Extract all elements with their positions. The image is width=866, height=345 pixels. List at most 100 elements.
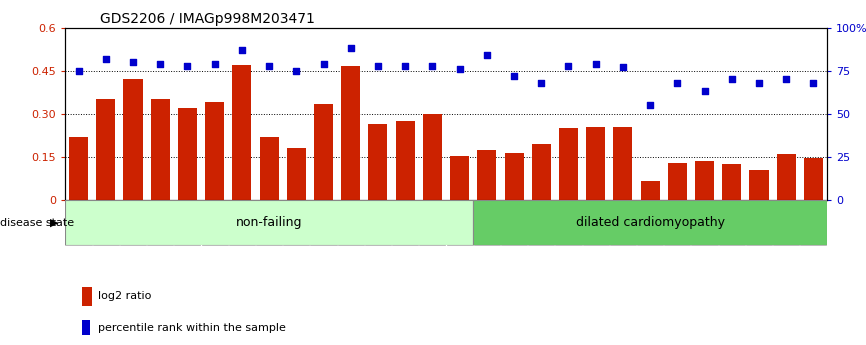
Bar [396,121,415,200]
Point [806,80,820,86]
Bar [613,127,632,200]
Point [779,77,793,82]
Text: GSM82412: GSM82412 [586,201,596,241]
Text: dilated cardiomyopathy: dilated cardiomyopathy [576,216,725,229]
Text: GSM82401: GSM82401 [288,201,296,241]
FancyBboxPatch shape [746,200,772,245]
Point [235,47,249,53]
Point [670,80,684,86]
FancyBboxPatch shape [447,200,473,245]
Point [398,63,412,68]
Bar [260,137,279,200]
FancyBboxPatch shape [555,200,582,245]
Point [616,65,630,70]
FancyBboxPatch shape [719,200,745,245]
FancyBboxPatch shape [256,200,282,245]
FancyBboxPatch shape [202,200,228,245]
FancyBboxPatch shape [310,200,337,245]
FancyBboxPatch shape [392,200,418,245]
FancyBboxPatch shape [473,200,827,245]
FancyBboxPatch shape [501,200,527,245]
Text: GSM82406: GSM82406 [423,201,432,241]
Bar [82,287,92,306]
FancyBboxPatch shape [419,200,445,245]
Text: GSM82416: GSM82416 [695,201,705,241]
Point [371,63,385,68]
Bar [749,170,768,200]
Text: GSM82408: GSM82408 [478,201,487,241]
Bar [96,99,115,200]
Text: non-failing: non-failing [236,216,302,229]
Text: disease state: disease state [0,218,74,227]
Bar [477,150,496,200]
Bar [586,127,605,200]
FancyBboxPatch shape [691,200,718,245]
Bar [668,163,687,200]
Point [643,102,657,108]
Point [507,73,521,79]
Point [425,63,439,68]
Point [180,63,194,68]
Bar [804,158,823,200]
Point [453,66,467,72]
Text: GSM82415: GSM82415 [669,201,677,241]
Bar [178,108,197,200]
Text: GSM82397: GSM82397 [178,201,187,241]
FancyBboxPatch shape [93,200,119,245]
Text: ▶: ▶ [49,218,58,227]
Text: GSM82418: GSM82418 [750,201,759,241]
FancyBboxPatch shape [65,200,473,245]
Bar [559,128,578,200]
FancyBboxPatch shape [637,200,663,245]
Bar [69,137,88,200]
Point [153,61,167,67]
Bar [124,79,143,200]
Text: GSM82393: GSM82393 [69,201,79,241]
Bar [505,152,524,200]
Point [289,68,303,73]
Bar [232,65,251,200]
Point [99,56,113,61]
Bar [368,124,387,200]
Text: GSM82394: GSM82394 [97,201,106,241]
FancyBboxPatch shape [174,200,201,245]
Bar [722,164,741,200]
Bar [450,156,469,200]
Point [752,80,766,86]
Text: GSM82420: GSM82420 [805,201,813,241]
Text: GSM82402: GSM82402 [314,201,324,241]
Bar [641,181,660,200]
Text: GSM82400: GSM82400 [260,201,269,241]
Text: GDS2206 / IMAGp998M203471: GDS2206 / IMAGp998M203471 [100,12,314,26]
Text: GSM82419: GSM82419 [777,201,786,241]
Text: GSM82417: GSM82417 [723,201,732,241]
Point [698,89,712,94]
FancyBboxPatch shape [773,200,799,245]
Bar [423,114,442,200]
Text: percentile rank within the sample: percentile rank within the sample [98,323,286,333]
Text: GSM82404: GSM82404 [369,201,378,241]
FancyBboxPatch shape [66,200,92,245]
FancyBboxPatch shape [474,200,500,245]
FancyBboxPatch shape [528,200,554,245]
Point [561,63,575,68]
Text: GSM82398: GSM82398 [205,201,215,241]
FancyBboxPatch shape [365,200,391,245]
FancyBboxPatch shape [664,200,690,245]
Text: GSM82396: GSM82396 [152,201,160,241]
Bar [695,161,714,200]
Text: GSM82411: GSM82411 [559,201,568,241]
FancyBboxPatch shape [147,200,173,245]
Text: log2 ratio: log2 ratio [98,291,152,301]
FancyBboxPatch shape [120,200,146,245]
Bar [205,102,224,200]
Bar [314,104,333,200]
Bar [287,148,306,200]
Text: GSM82410: GSM82410 [533,201,541,241]
Point [589,61,603,67]
Point [534,80,548,86]
Bar [151,99,170,200]
Point [317,61,331,67]
Point [344,46,358,51]
Text: GSM82407: GSM82407 [450,201,460,241]
